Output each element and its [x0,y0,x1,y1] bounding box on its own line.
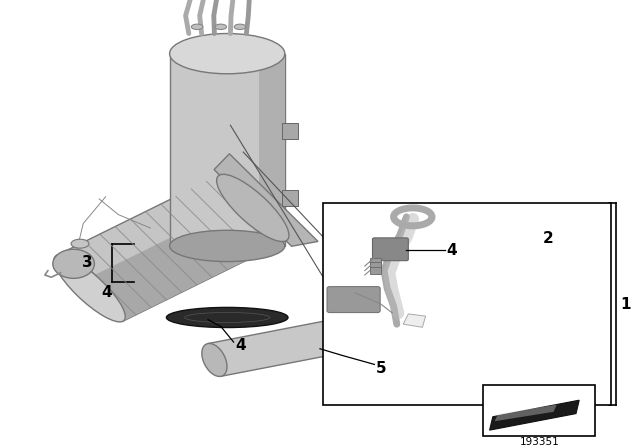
Text: 5: 5 [376,362,387,376]
Polygon shape [208,314,371,376]
Ellipse shape [191,24,203,30]
Text: 2: 2 [543,231,554,246]
Text: 3: 3 [82,255,93,270]
Polygon shape [56,175,286,321]
Bar [282,122,298,138]
Ellipse shape [351,314,378,347]
Bar [483,384,595,436]
Ellipse shape [53,249,95,278]
FancyBboxPatch shape [372,238,408,261]
Polygon shape [495,405,557,421]
Text: 4: 4 [447,243,458,258]
Ellipse shape [54,255,125,322]
Bar [282,190,298,206]
Text: 1: 1 [621,297,631,311]
Ellipse shape [170,34,285,74]
Bar [170,54,285,246]
Bar [370,258,381,265]
Ellipse shape [215,24,227,30]
Polygon shape [259,54,285,246]
Ellipse shape [71,239,89,248]
Polygon shape [82,201,286,321]
Ellipse shape [202,344,227,376]
Bar [323,203,611,405]
Text: 4: 4 [101,285,112,300]
Bar [370,263,381,270]
Polygon shape [214,154,318,246]
Text: 193351: 193351 [520,437,559,447]
Ellipse shape [166,307,288,327]
Ellipse shape [170,230,285,262]
Text: 4: 4 [235,338,246,353]
Polygon shape [403,314,426,327]
FancyBboxPatch shape [327,287,380,313]
Bar [370,267,381,274]
Ellipse shape [234,24,246,30]
Ellipse shape [216,174,289,241]
Polygon shape [490,400,579,430]
